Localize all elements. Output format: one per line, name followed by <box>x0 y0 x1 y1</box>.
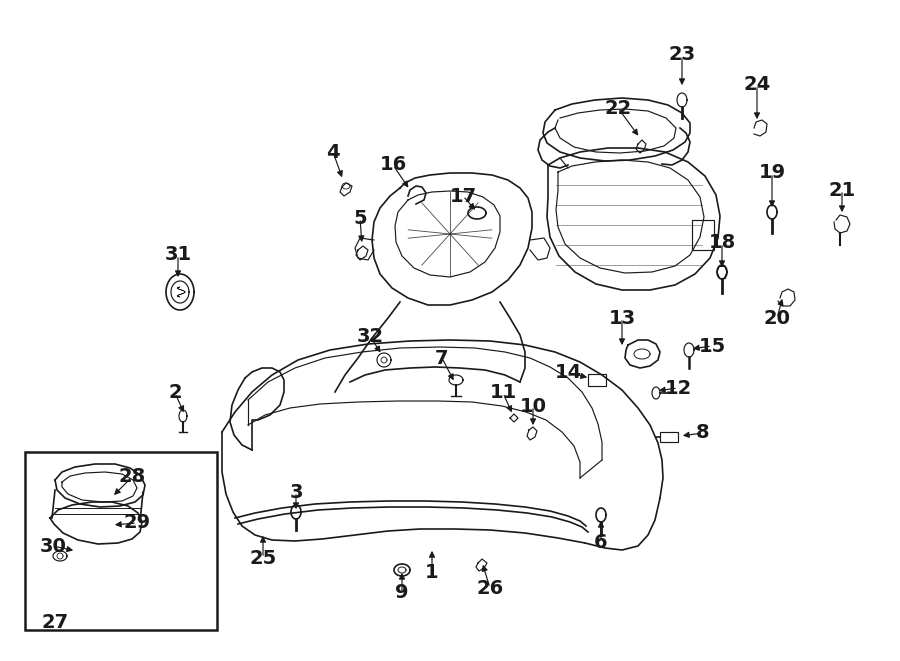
Text: 22: 22 <box>605 98 632 118</box>
Text: 20: 20 <box>763 309 790 327</box>
Text: 1: 1 <box>425 563 439 582</box>
Text: 3: 3 <box>289 483 302 502</box>
Text: 23: 23 <box>669 46 696 65</box>
Text: 6: 6 <box>594 533 608 551</box>
Bar <box>25 452 217 630</box>
Text: 14: 14 <box>554 364 581 383</box>
Text: 18: 18 <box>708 233 735 253</box>
Text: 28: 28 <box>119 467 146 486</box>
Text: 16: 16 <box>380 155 407 175</box>
Text: 8: 8 <box>697 424 710 442</box>
Text: 13: 13 <box>608 309 635 327</box>
Text: 26: 26 <box>476 578 504 598</box>
Bar <box>692 220 714 250</box>
Text: 24: 24 <box>743 75 770 95</box>
Text: 25: 25 <box>249 549 276 568</box>
Text: 4: 4 <box>326 143 340 161</box>
Text: 9: 9 <box>395 584 409 602</box>
Text: 12: 12 <box>664 379 691 397</box>
Text: 11: 11 <box>490 383 517 403</box>
Text: 2: 2 <box>168 383 182 403</box>
Text: 5: 5 <box>353 208 367 227</box>
Text: 10: 10 <box>519 397 546 416</box>
Text: 19: 19 <box>759 163 786 182</box>
Text: 27: 27 <box>41 613 68 631</box>
Bar <box>588 374 606 386</box>
Text: 7: 7 <box>436 348 449 368</box>
Text: 17: 17 <box>449 186 477 206</box>
Bar <box>660 432 678 442</box>
Text: 21: 21 <box>828 180 856 200</box>
Text: 15: 15 <box>698 336 725 356</box>
Text: 29: 29 <box>123 514 150 533</box>
Text: 31: 31 <box>165 245 192 264</box>
Text: 32: 32 <box>356 327 383 346</box>
Text: 30: 30 <box>40 537 67 555</box>
